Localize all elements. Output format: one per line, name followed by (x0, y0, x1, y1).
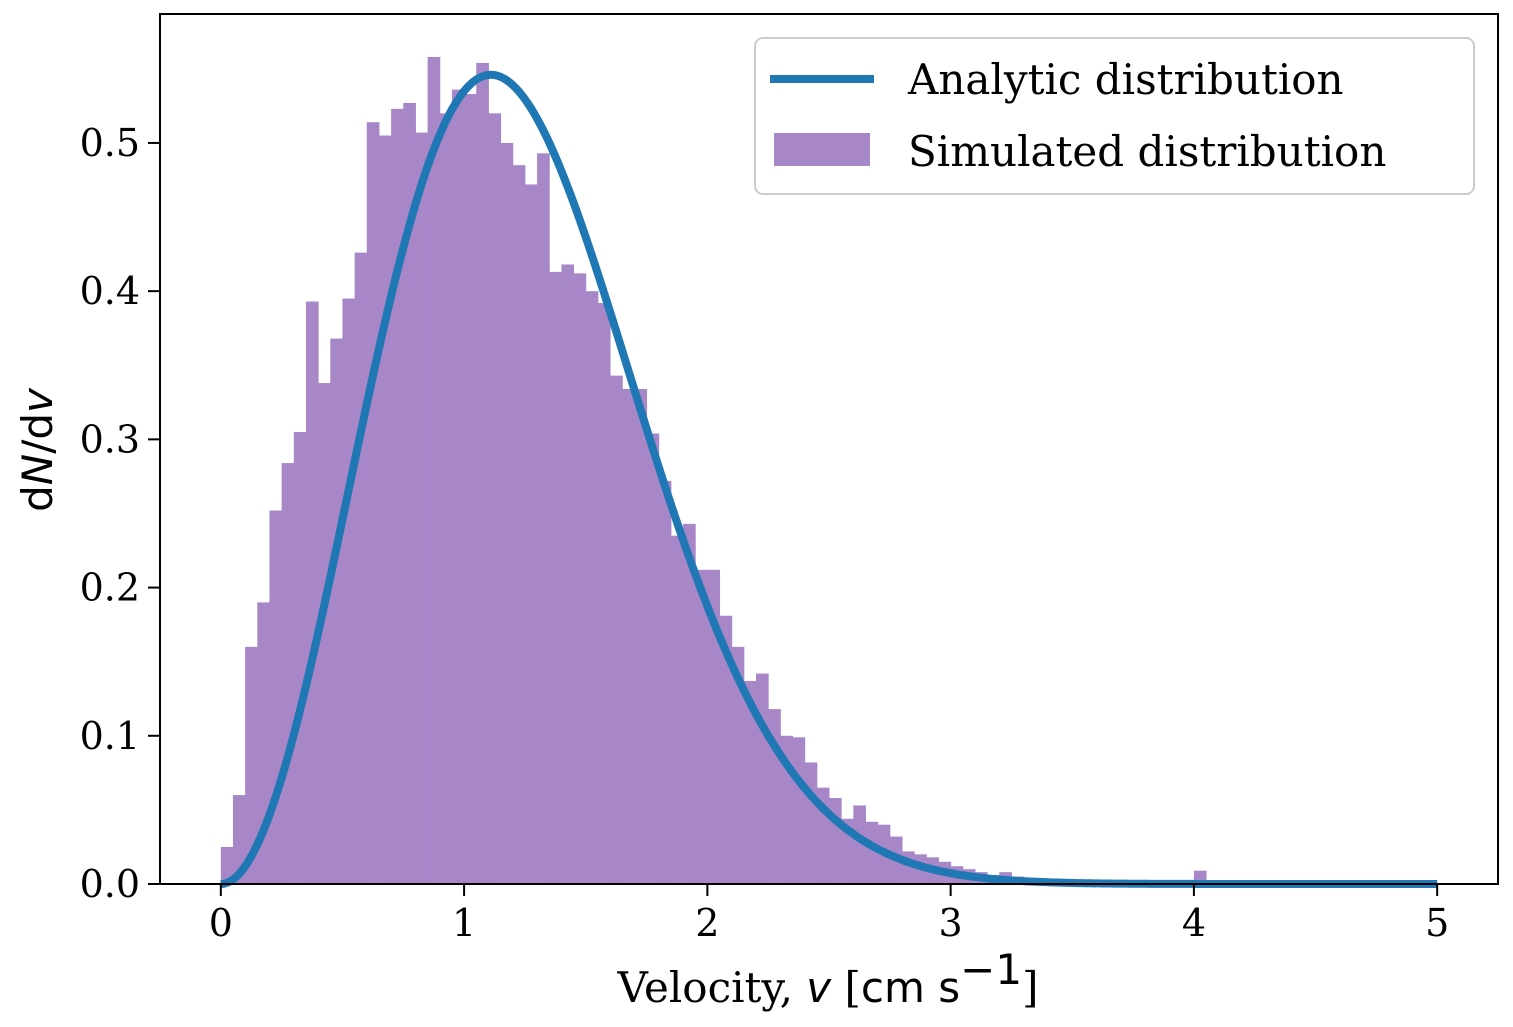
legend-box (754, 37, 1475, 195)
histogram-bar (366, 122, 380, 884)
histogram-bar (342, 298, 356, 885)
histogram-bar (634, 388, 648, 884)
histogram-bar (804, 762, 818, 884)
histogram-bar (585, 291, 599, 884)
y-axis-label-d: d (13, 485, 62, 512)
x-tick-label: 1 (452, 901, 476, 945)
y-axis-ticks: 0.0 0.1 0.2 0.3 0.4 0.5 (80, 121, 160, 906)
legend: Analytic distribution Simulated distribu… (754, 37, 1475, 195)
y-axis-label-n: N (13, 454, 62, 485)
histogram-bar (561, 264, 575, 884)
histogram-bars (220, 56, 1219, 885)
y-tick-label: 0.4 (80, 269, 140, 313)
histogram-bar (731, 646, 745, 884)
histogram-bar (330, 338, 343, 884)
histogram-bar (573, 273, 587, 884)
histogram-bar (464, 94, 477, 885)
legend-entry-analytic: Analytic distribution (907, 55, 1344, 104)
histogram-bar (281, 463, 295, 884)
histogram-bar (500, 142, 514, 884)
x-tick-label: 0 (209, 901, 233, 945)
x-tick-label: 5 (1425, 901, 1449, 945)
y-tick-label: 0.3 (80, 417, 140, 461)
y-tick-label: 0.5 (80, 121, 140, 165)
x-tick-label: 2 (695, 901, 719, 945)
histogram-bar (670, 535, 684, 884)
histogram-bar (232, 795, 246, 884)
axes-frame (159, 13, 1499, 885)
histogram-bar (743, 680, 757, 884)
histogram-bar (220, 846, 234, 884)
histogram-bar (683, 523, 696, 884)
histogram-bar (488, 113, 502, 885)
histogram-bar (610, 375, 623, 884)
y-tick-label: 0.1 (80, 714, 140, 758)
histogram-bar (695, 569, 708, 884)
histogram-bar (451, 89, 465, 885)
x-axis-label-bracket-open: [ (831, 963, 861, 1012)
histogram-bar (354, 252, 368, 884)
histogram-bar (524, 184, 538, 884)
y-axis-label-v: v (13, 387, 62, 413)
histogram-bar (305, 301, 319, 885)
histogram-bar (512, 165, 526, 884)
histogram-bar (719, 615, 733, 884)
histogram-bar (415, 132, 429, 885)
histogram-bar (707, 569, 721, 884)
histogram-bar (622, 388, 635, 884)
x-axis-label: Velocity, v [cm s−1] (617, 945, 1039, 1012)
histogram-bar (537, 153, 550, 884)
x-axis-ticks: 0 1 2 3 4 5 (209, 884, 1449, 945)
histogram-bar (427, 56, 441, 884)
histogram-bar (792, 737, 806, 884)
x-tick-label: 4 (1182, 901, 1206, 945)
histogram-bar (391, 108, 404, 884)
y-axis-label-slash-d: /d (13, 413, 62, 454)
histogram-bar (439, 113, 453, 885)
histogram-bar (293, 431, 307, 884)
histogram-bar (269, 510, 283, 884)
histogram-bar (853, 805, 866, 884)
y-tick-label: 0.0 (80, 862, 140, 906)
x-axis-label-bracket-close: ] (1022, 963, 1038, 1012)
legend-entry-simulated: Simulated distribution (908, 127, 1386, 176)
x-axis-label-prefix: Velocity, (617, 963, 807, 1012)
histogram-bar (658, 480, 672, 884)
x-axis-label-exponent: −1 (960, 945, 1022, 994)
histogram-bar (865, 821, 879, 884)
histogram-bar (549, 271, 562, 884)
x-axis-label-variable: v (806, 963, 832, 1012)
histogram-bar (476, 62, 489, 884)
histogram-bar (597, 303, 611, 884)
histogram-bar (646, 433, 660, 884)
histogram-bar (378, 135, 392, 885)
legend-bar-swatch (774, 133, 870, 166)
histogram-bar (403, 102, 416, 884)
histogram-bar (318, 383, 331, 884)
x-axis-label-unit: cm s (861, 963, 960, 1012)
y-axis-label: dN/dv (13, 387, 62, 512)
histogram-bar (756, 673, 769, 884)
histogram-bar (245, 646, 258, 884)
x-tick-label: 3 (939, 901, 963, 945)
y-tick-label: 0.2 (80, 566, 140, 610)
